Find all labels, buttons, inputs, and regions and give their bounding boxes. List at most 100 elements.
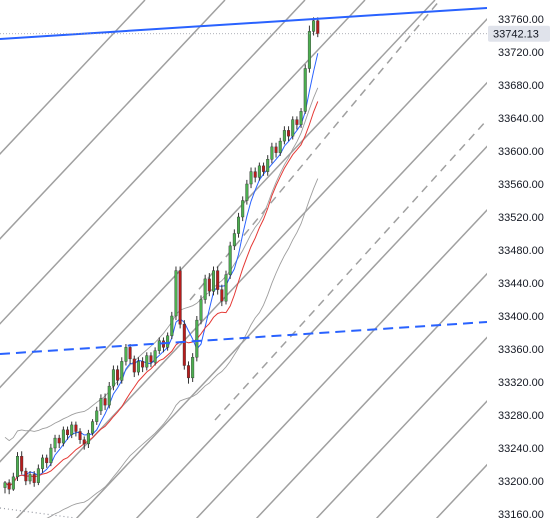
candle-body bbox=[7, 482, 11, 490]
candle-14 bbox=[61, 426, 65, 447]
candle-69 bbox=[291, 116, 295, 140]
candle-body bbox=[174, 270, 178, 317]
candle-body bbox=[262, 165, 266, 172]
price-axis[interactable]: 33760.00 33720.00 33680.00 33640.00 33600.00… bbox=[487, 0, 553, 518]
candle-71 bbox=[299, 108, 303, 128]
candle-44 bbox=[186, 361, 190, 384]
candle-49 bbox=[207, 273, 211, 297]
candle-35 bbox=[149, 352, 153, 368]
candle-body bbox=[136, 361, 140, 373]
candle-24 bbox=[103, 393, 107, 411]
candle-45 bbox=[191, 353, 195, 382]
candle-47 bbox=[199, 295, 203, 325]
candle-67 bbox=[282, 126, 286, 145]
candle-37 bbox=[157, 337, 161, 354]
candle-body bbox=[203, 278, 207, 300]
candle-9 bbox=[41, 454, 45, 473]
candle-body bbox=[28, 474, 32, 482]
candle-4 bbox=[20, 451, 24, 475]
candle-body bbox=[303, 68, 307, 112]
y-tick-label-10: 33360.00 bbox=[498, 344, 544, 356]
candle-0 bbox=[3, 481, 7, 494]
fan-line-6 bbox=[75, 11, 553, 518]
y-tick-label-6: 33520.00 bbox=[498, 212, 544, 224]
candle-body bbox=[53, 437, 57, 449]
candle-body bbox=[257, 165, 261, 178]
candle-54 bbox=[228, 241, 232, 279]
candle-body bbox=[95, 410, 99, 422]
candle-body bbox=[157, 340, 161, 351]
candle-body bbox=[282, 130, 286, 142]
candle-22 bbox=[95, 406, 99, 425]
candle-body bbox=[253, 171, 257, 178]
candle-body bbox=[116, 369, 120, 381]
candle-body bbox=[32, 474, 36, 483]
candle-41 bbox=[174, 266, 178, 321]
candle-8 bbox=[36, 464, 40, 486]
candle-body bbox=[295, 119, 299, 125]
candle-body bbox=[245, 183, 249, 201]
candle-59 bbox=[249, 167, 253, 189]
candle-7 bbox=[32, 471, 36, 487]
candle-body bbox=[287, 130, 291, 137]
y-tick-label-4: 33600.00 bbox=[498, 146, 544, 158]
candle-body bbox=[86, 432, 90, 445]
candle-body bbox=[41, 457, 45, 469]
candle-body bbox=[307, 31, 311, 69]
candle-68 bbox=[287, 126, 291, 142]
candle-body bbox=[216, 270, 220, 290]
candle-29 bbox=[124, 344, 128, 366]
candle-body bbox=[99, 398, 103, 412]
y-tick-label-12: 33280.00 bbox=[498, 410, 544, 422]
candle-46 bbox=[195, 316, 199, 362]
y-tick-label-3: 33640.00 bbox=[498, 113, 544, 125]
candle-30 bbox=[128, 344, 132, 364]
y-tick-label-9: 33400.00 bbox=[498, 311, 544, 323]
candle-27 bbox=[116, 365, 120, 386]
fan-line-3 bbox=[0, 0, 366, 389]
moving-averages bbox=[4, 53, 319, 487]
envelope-bands bbox=[4, 87, 319, 518]
trend-lines[interactable] bbox=[0, 7, 488, 518]
candle-58 bbox=[245, 179, 249, 205]
lower-trend-line bbox=[0, 321, 488, 355]
candle-26 bbox=[111, 365, 115, 391]
candle-17 bbox=[74, 421, 78, 437]
candle-body bbox=[153, 350, 157, 363]
candle-body bbox=[145, 355, 149, 368]
candle-5 bbox=[24, 467, 28, 486]
y-tick-label-2: 33680.00 bbox=[498, 80, 544, 92]
candle-body bbox=[74, 424, 78, 432]
candle-23 bbox=[99, 394, 103, 415]
candle-body bbox=[57, 437, 61, 444]
candle-52 bbox=[220, 284, 224, 307]
candle-body bbox=[291, 119, 295, 137]
y-tick-label-13: 33240.00 bbox=[498, 443, 544, 455]
candle-body bbox=[16, 456, 20, 478]
y-tick-label-11: 33320.00 bbox=[498, 377, 544, 389]
candle-65 bbox=[274, 142, 278, 158]
candle-body bbox=[207, 278, 211, 292]
fan-dashed-line-0 bbox=[189, 0, 441, 301]
candle-body bbox=[228, 245, 232, 275]
candle-72 bbox=[303, 64, 307, 114]
candle-body bbox=[128, 347, 132, 360]
candle-body bbox=[199, 299, 203, 321]
candle-body bbox=[78, 431, 82, 440]
candle-body bbox=[36, 468, 40, 483]
last-price-label: 33742.13 bbox=[493, 29, 539, 41]
candle-body bbox=[182, 324, 186, 366]
candle-15 bbox=[66, 426, 70, 440]
candle-32 bbox=[136, 357, 140, 376]
candle-13 bbox=[57, 434, 61, 448]
candle-body bbox=[220, 289, 224, 302]
candle-28 bbox=[120, 357, 124, 384]
candle-21 bbox=[91, 419, 95, 436]
candle-body bbox=[149, 355, 153, 363]
candle-body bbox=[191, 357, 195, 379]
candle-body bbox=[249, 171, 253, 185]
y-tick-label-8: 33440.00 bbox=[498, 278, 544, 290]
candle-body bbox=[91, 421, 95, 434]
candle-40 bbox=[170, 311, 174, 340]
